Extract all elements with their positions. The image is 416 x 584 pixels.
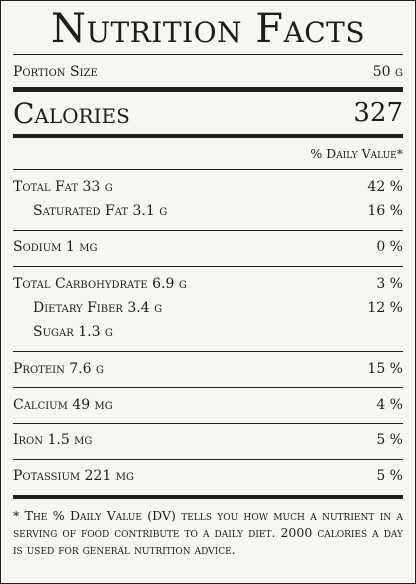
nutrient-row-potassium: Potassium 221 mg 5 %: [13, 464, 403, 488]
nutrient-row-protein: Protein 7.6 g 15 %: [13, 357, 403, 381]
nutrient-label: Iron 1.5 mg: [13, 432, 93, 448]
thick-divider: [13, 87, 403, 92]
nutrient-row-total-carbohydrate: Total Carbohydrate 6.9 g 3 %: [13, 272, 403, 296]
divider: [13, 169, 403, 170]
nutrient-dv: 12 %: [367, 300, 403, 316]
divider: [13, 54, 403, 55]
nutrient-dv: 5 %: [376, 468, 403, 484]
divider: [13, 230, 403, 231]
nutrient-dv: 4 %: [376, 397, 403, 413]
nutrient-row-sugar: Sugar 1.3 g: [13, 320, 403, 344]
divider: [13, 423, 403, 424]
nutrient-row-dietary-fiber: Dietary Fiber 3.4 g 12 %: [13, 296, 403, 320]
divider: [13, 266, 403, 267]
divider: [13, 387, 403, 388]
nutrient-row-total-fat: Total Fat 33 g 42 %: [13, 175, 403, 199]
nutrient-label: Sodium 1 mg: [13, 239, 98, 255]
nutrient-row-iron: Iron 1.5 mg 5 %: [13, 428, 403, 452]
calories-row: Calories 327: [13, 95, 403, 131]
nutrient-dv: 15 %: [367, 361, 403, 377]
nutrient-row-saturated-fat: Saturated Fat 3.1 g 16 %: [13, 199, 403, 223]
nutrient-label: Dietary Fiber 3.4 g: [33, 300, 163, 316]
thick-divider: [13, 495, 403, 499]
portion-value: 50 g: [372, 64, 403, 80]
nutrient-dv: 5 %: [376, 432, 403, 448]
divider: [13, 351, 403, 352]
nutrient-label: Total Fat 33 g: [13, 179, 113, 195]
portion-label: Portion Size: [13, 64, 98, 80]
nutrient-label: Saturated Fat 3.1 g: [33, 203, 168, 219]
nutrient-label: Sugar 1.3 g: [33, 324, 113, 340]
nutrient-label: Protein 7.6 g: [13, 361, 104, 377]
calories-value: 327: [353, 98, 403, 128]
nutrient-dv: 42 %: [367, 179, 403, 195]
footnote: * The % Daily Value (DV) tells you how m…: [13, 508, 403, 557]
thick-divider: [13, 134, 403, 138]
calories-label: Calories: [13, 96, 130, 130]
nutrient-row-sodium: Sodium 1 mg 0 %: [13, 235, 403, 259]
nutrient-dv: 0 %: [376, 239, 403, 255]
nutrient-label: Calcium 49 mg: [13, 397, 113, 413]
nutrient-label: Total Carbohydrate 6.9 g: [13, 276, 187, 292]
daily-value-header: % Daily Value*: [310, 146, 403, 161]
nutrient-dv: 16 %: [367, 203, 403, 219]
nutrient-row-calcium: Calcium 49 mg 4 %: [13, 393, 403, 417]
label-title: Nutrition Facts: [50, 6, 366, 52]
divider: [13, 459, 403, 460]
portion-row: Portion Size 50 g: [13, 61, 403, 83]
nutrient-label: Potassium 221 mg: [13, 468, 134, 484]
nutrient-dv: 3 %: [376, 276, 403, 292]
